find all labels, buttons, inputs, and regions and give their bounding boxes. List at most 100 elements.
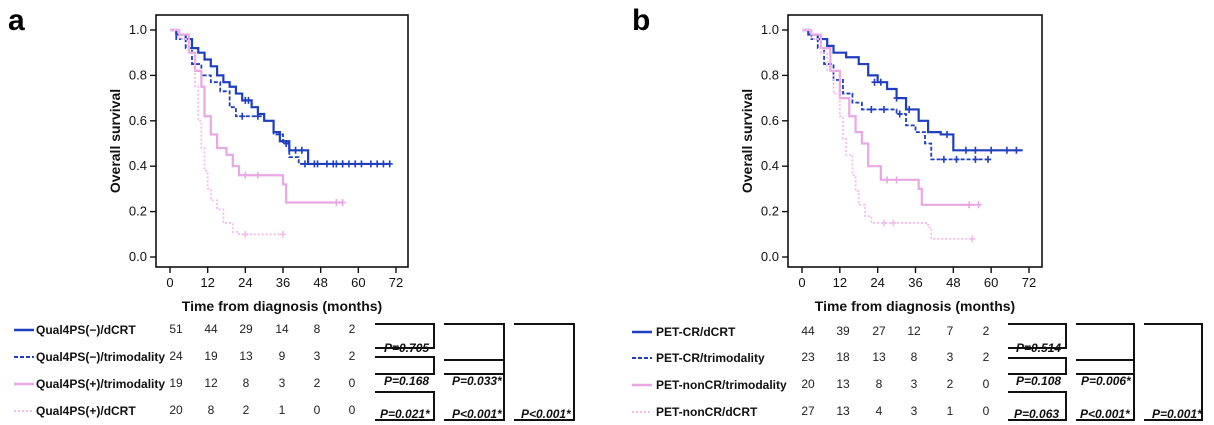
panel-a-y-tick-label: 0.0	[129, 249, 147, 264]
panel-b-risk-count: 8	[876, 377, 883, 391]
panel-a-risk-table: 51 44 29 14 8 224 19 13 9 3 219 12 8 3 2 020 8 2 1 0 0	[169, 322, 355, 417]
panel-b: b 0 12 24 36 48 60 720.00.20.40.60.81.0 Overal…	[632, 4, 1203, 421]
panel-a-x-tick-label: 12	[200, 275, 214, 290]
panel-b-ticks: 0 12 24 36 48 60 72 0.0 0.2 0.4 0.6 0.8 1.0	[761, 22, 1036, 290]
bracket-a-14	[514, 323, 575, 421]
pvalue-b-14: P=0.001*	[1152, 407, 1203, 421]
bracket-a-13	[444, 323, 505, 375]
panel-a-x-axis-title: Time from diagnosis (months)	[182, 298, 382, 314]
pvalue-b-12: P=0.514	[1016, 341, 1061, 355]
panel-a-censor-mark	[386, 160, 393, 168]
panel-a-risk-count: 14	[275, 322, 289, 336]
panel-b-x-axis-title: Time from diagnosis (months)	[815, 298, 1015, 314]
bracket-a-12	[375, 323, 435, 349]
panel-a-ticks: 0 12 24 36 48 60 72 0.0 0.2 0.4 0.6 0.8 1.0	[129, 22, 403, 290]
panel-a-censor-mark	[245, 96, 252, 104]
panel-b-censor-mark	[868, 105, 875, 113]
panel-b-censor-mark	[871, 78, 878, 86]
panel-b-survival-curve-4	[802, 29, 973, 240]
panel-b-x-tick-label: 36	[908, 275, 922, 290]
panel-a-x-tick-label: 72	[389, 275, 403, 290]
panel-a-pvalue-brackets	[375, 323, 575, 421]
panel-b-censor-mark	[940, 155, 947, 163]
panel-a-y-tick-label: 1.0	[129, 22, 147, 37]
panel-a-risk-count: 2	[243, 403, 250, 417]
bracket-b-13	[1076, 323, 1135, 375]
legend-b-label-2: PET-CR/trimodality	[656, 351, 765, 365]
panel-b-risk-count: 1	[947, 404, 954, 418]
panel-b-censor-mark	[880, 219, 887, 227]
panel-b-risk-count: 2	[983, 324, 990, 338]
panel-a-risk-count: 2	[349, 322, 356, 336]
panel-a-censor-mark	[301, 160, 308, 168]
panel-b-censor-mark	[972, 155, 979, 163]
panel-a-risk-count: 29	[239, 322, 253, 336]
panel-a-risk-count: 19	[204, 349, 218, 363]
panel-a-y-tick-label: 0.4	[129, 158, 147, 173]
panel-b-x-tick-label: 72	[1022, 275, 1036, 290]
panel-b-risk-count: 13	[836, 404, 850, 418]
panel-b-risk-count: 2	[947, 377, 954, 391]
panel-a-censor-mark	[298, 146, 305, 154]
panel-a-risk-count: 2	[314, 376, 321, 390]
panel-a-censor-mark	[292, 146, 299, 154]
panel-b-x-tick-label: 0	[798, 275, 805, 290]
panel-b-censor-mark	[944, 130, 951, 138]
panel-a-y-axis-title: Overall survival	[107, 89, 123, 193]
panel-b-censor-mark	[877, 78, 884, 86]
panel-a-risk-count: 2	[349, 349, 356, 363]
panel-a-risk-count: 12	[204, 376, 218, 390]
panel-a-x-tick-label: 24	[238, 275, 252, 290]
panel-b-risk-count: 13	[836, 377, 850, 391]
panel-b-censor-mark	[975, 201, 982, 209]
pvalue-a-34: P=0.021*	[380, 407, 431, 421]
panel-a-letter: a	[8, 4, 25, 37]
panel-b-censor-mark	[1003, 146, 1010, 154]
legend-a-label-4: Qual4PS(+)/dCRT	[36, 404, 136, 418]
panel-a-survival-curve-3	[170, 28, 343, 204]
panel-a-risk-count: 0	[349, 376, 356, 390]
panel-a-censor-mark	[283, 140, 290, 147]
panel-a-censor-mark	[345, 160, 352, 168]
panel-b-risk-count: 3	[911, 377, 918, 391]
panel-a-censor-mark	[367, 160, 374, 168]
panel-b-x-tick-label: 12	[833, 275, 847, 290]
pvalue-b-24: P<0.001*	[1080, 407, 1131, 421]
panel-b-censor-mark	[962, 146, 969, 154]
panel-b-censor-mark	[880, 105, 887, 113]
panel-a-censor-mark	[254, 171, 261, 179]
panel-a-risk-count: 8	[314, 322, 321, 336]
panel-a-survival-curve-2	[170, 29, 343, 165]
panel-b-risk-count: 4	[876, 404, 883, 418]
panel-b-censor-mark	[969, 235, 976, 243]
panel-b-y-tick-label: 0.0	[761, 249, 779, 264]
pvalue-a-23: P=0.168	[384, 374, 429, 388]
panel-b-survival-curve-3	[802, 28, 976, 206]
panel-b-letter: b	[632, 4, 650, 37]
panel-a-risk-count: 24	[169, 349, 183, 363]
legend-b-label-1: PET-CR/dCRT	[656, 325, 736, 339]
panel-a-risk-count: 20	[169, 403, 183, 417]
panel-b-censor-mark	[893, 94, 900, 102]
panel-a-censor-mark	[339, 199, 346, 207]
panel-a-censor-mark	[380, 160, 387, 168]
bracket-b-23	[1008, 357, 1067, 375]
panel-a-legend: Qual4PS(−)/dCRT Qual4PS(−)/trimodality Q…	[14, 323, 165, 418]
panel-a-y-tick-label: 0.6	[129, 113, 147, 128]
panel-a-plot-frame	[155, 14, 409, 268]
panel-a-censor-mark	[254, 112, 261, 120]
panel-b-risk-count: 44	[801, 324, 815, 338]
panel-b-risk-count: 8	[911, 350, 918, 364]
panel-b-censor-mark	[966, 201, 973, 209]
panel-a-x-tick-label: 0	[166, 275, 173, 290]
panel-b-y-tick-label: 0.4	[761, 158, 779, 173]
legend-b-label-4: PET-nonCR/dCRT	[656, 405, 758, 419]
panel-a-censor-mark	[280, 230, 286, 238]
panel-a-risk-count: 3	[279, 376, 286, 390]
panel-b-censor-mark	[906, 105, 913, 113]
pvalue-b-34: P=0.063	[1014, 407, 1059, 421]
panel-b-censor-mark	[884, 176, 891, 184]
bracket-b-12	[1008, 323, 1067, 349]
panel-b-risk-count: 13	[872, 350, 886, 364]
